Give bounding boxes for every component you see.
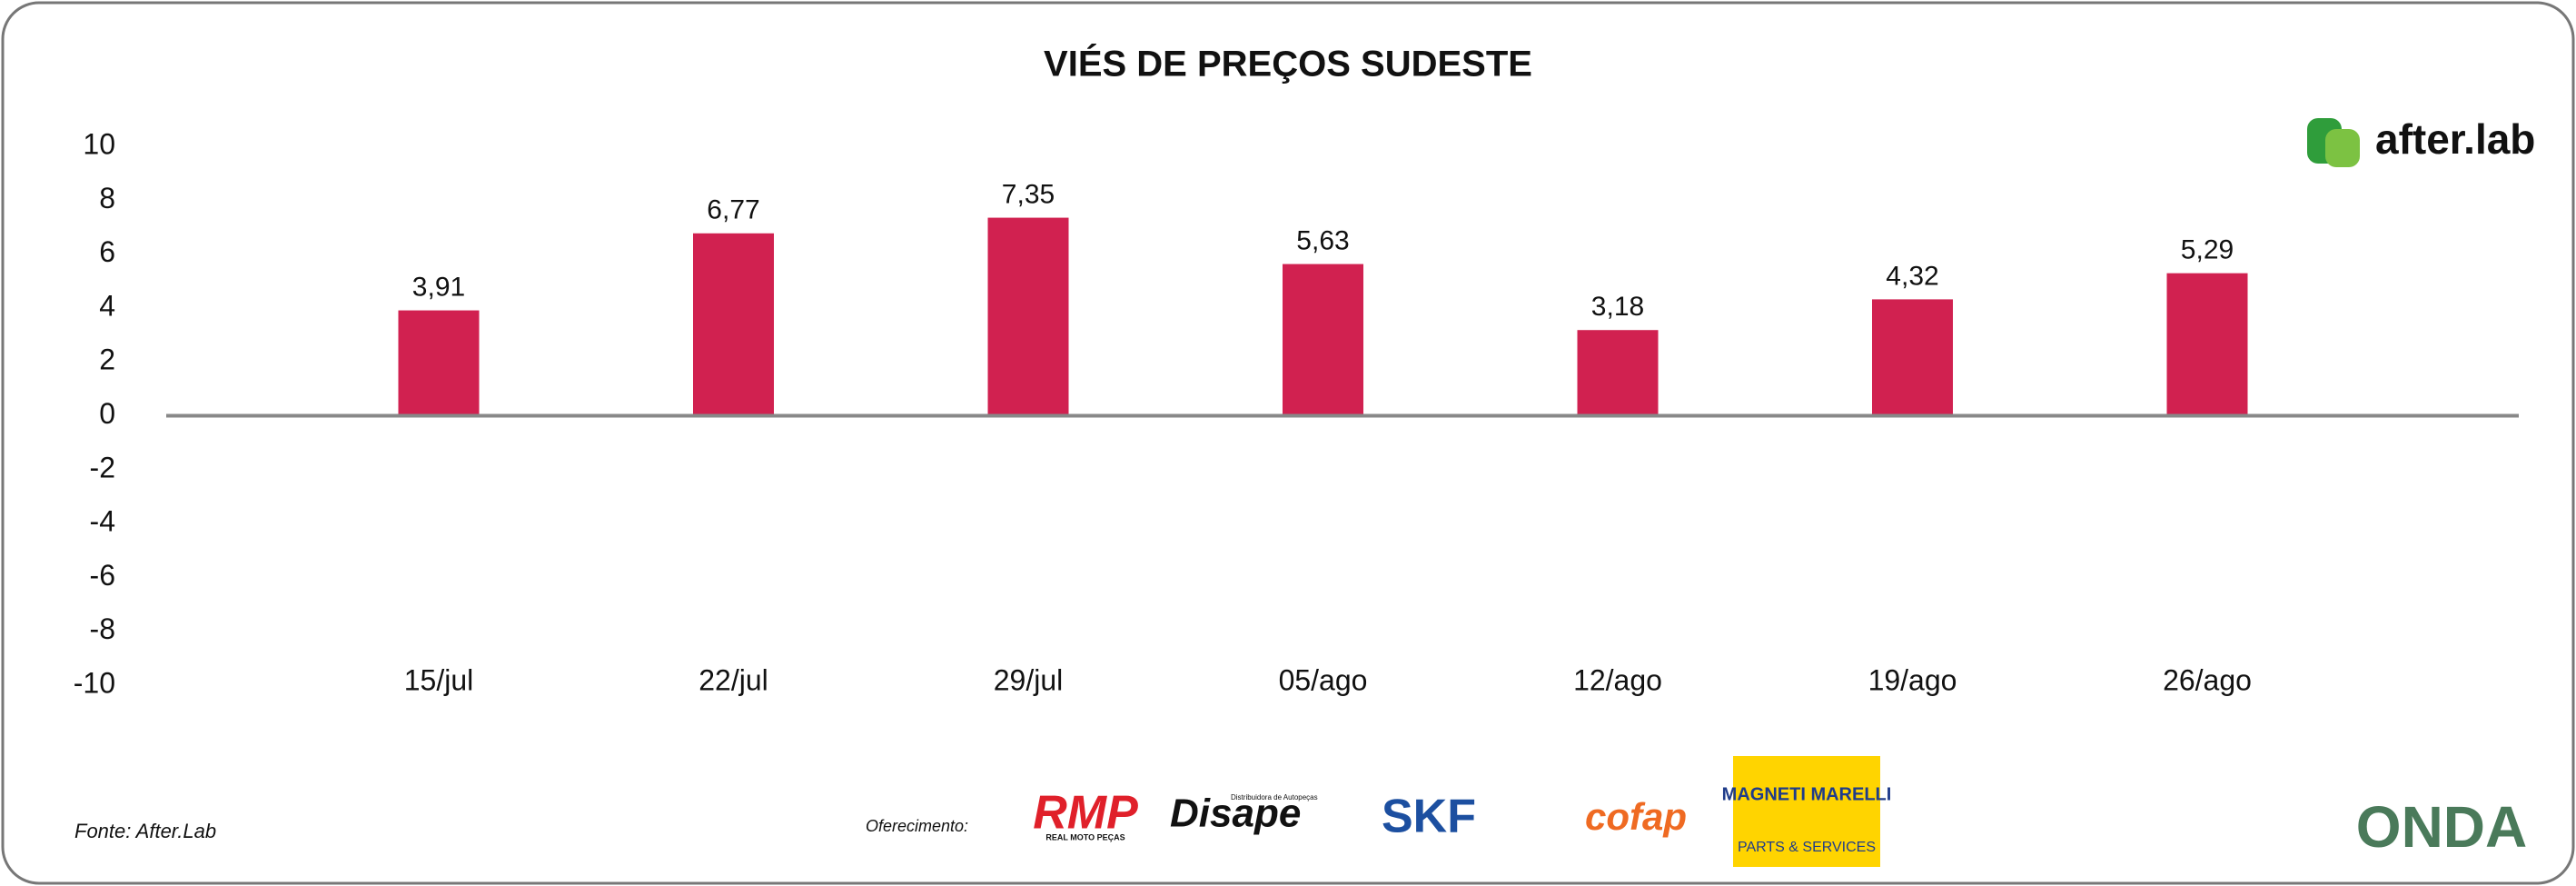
sponsor-logo: MAGNETI MARELLI: [1722, 784, 1892, 804]
bar: [1577, 330, 1659, 416]
bar: [693, 233, 774, 416]
bar: [1872, 299, 1953, 416]
brand-logo: after.lab: [2307, 115, 2535, 167]
chart-title: VIÉS DE PREÇOS SUDESTE: [1044, 44, 1532, 85]
value-label: 7,35: [1002, 179, 1055, 209]
sponsor-logo: PARTS & SERVICES: [1738, 840, 1876, 855]
sponsor-logo: RMP: [1033, 787, 1138, 840]
x-tick-label: 19/ago: [1868, 663, 1957, 696]
bar: [2166, 273, 2248, 416]
brand-text: after.lab: [2375, 115, 2535, 163]
value-label: 5,29: [2181, 235, 2234, 265]
logo-mark: [2325, 129, 2360, 167]
y-tick-label: -10: [74, 666, 115, 699]
x-tick-label: 22/jul: [698, 663, 768, 696]
sponsor-box: [1733, 756, 1880, 867]
y-tick-label: 6: [99, 235, 115, 268]
value-label: 4,32: [1886, 261, 1938, 291]
y-tick-label: -4: [90, 505, 115, 538]
y-tick-label: -6: [90, 559, 115, 592]
sponsor-logo: ONDA: [2356, 794, 2527, 860]
source: Fonte: After.Lab: [74, 820, 216, 842]
y-tick-label: 8: [99, 182, 115, 214]
bar: [987, 217, 1069, 416]
value-label: 3,91: [412, 272, 465, 302]
sponsor-logo: Distribuidora de Autopeças: [1231, 793, 1318, 801]
x-tick-label: 05/ago: [1279, 663, 1368, 696]
y-tick-label: 10: [83, 127, 115, 160]
x-tick-label: 29/jul: [994, 663, 1064, 696]
value-label: 3,18: [1591, 292, 1644, 322]
y-tick-label: 2: [99, 343, 115, 376]
x-tick-label: 26/ago: [2163, 663, 2252, 696]
x-tick-label: 12/ago: [1573, 663, 1662, 696]
sponsor-logo: Disape: [1170, 791, 1301, 836]
y-tick-label: 0: [99, 397, 115, 430]
y-tick-label: -8: [90, 612, 115, 645]
x-tick-label: 15/jul: [404, 663, 474, 696]
bar: [398, 310, 480, 416]
value-label: 5,63: [1296, 225, 1349, 255]
sponsor-logo: REAL MOTO PEÇAS: [1045, 832, 1125, 841]
y-tick-label: 4: [99, 289, 115, 322]
sponsor-logo: SKF: [1382, 791, 1476, 843]
bar: [1283, 264, 1363, 416]
y-tick-label: -2: [90, 451, 115, 483]
sponsor-label: Oferecimento:: [866, 817, 968, 835]
value-label: 6,77: [707, 195, 759, 225]
sponsor-logo: cofap: [1585, 795, 1687, 838]
